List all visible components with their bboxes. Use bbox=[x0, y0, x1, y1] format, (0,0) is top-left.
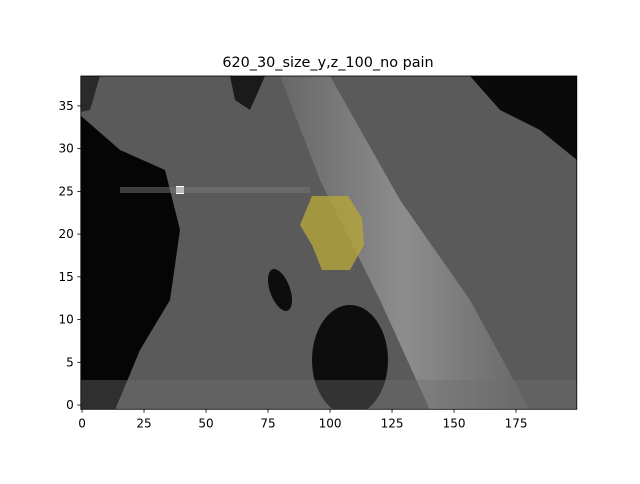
x-tick-label: 150 bbox=[443, 416, 466, 430]
x-tick-label: 175 bbox=[505, 416, 528, 430]
y-tick-label: 15 bbox=[59, 270, 74, 284]
chart-title: 620_30_size_y,z_100_no pain bbox=[222, 55, 433, 71]
x-tick-label: 50 bbox=[198, 416, 213, 430]
x-tick-label: 125 bbox=[381, 416, 404, 430]
x-tick-label: 25 bbox=[136, 416, 151, 430]
y-tick-label: 20 bbox=[59, 227, 74, 241]
x-tick-label: 75 bbox=[260, 416, 275, 430]
y-tick-label: 10 bbox=[59, 313, 74, 327]
ct-image bbox=[80, 76, 577, 410]
y-tick-label: 0 bbox=[66, 398, 74, 412]
y-tick-label: 30 bbox=[59, 142, 74, 156]
y-tick-label: 25 bbox=[59, 184, 74, 198]
y-tick-label: 5 bbox=[66, 355, 74, 369]
y-tick-label: 35 bbox=[59, 99, 74, 113]
axes-frame bbox=[80, 75, 578, 410]
x-tick-label: 100 bbox=[319, 416, 342, 430]
x-tick-label: 0 bbox=[78, 416, 86, 430]
